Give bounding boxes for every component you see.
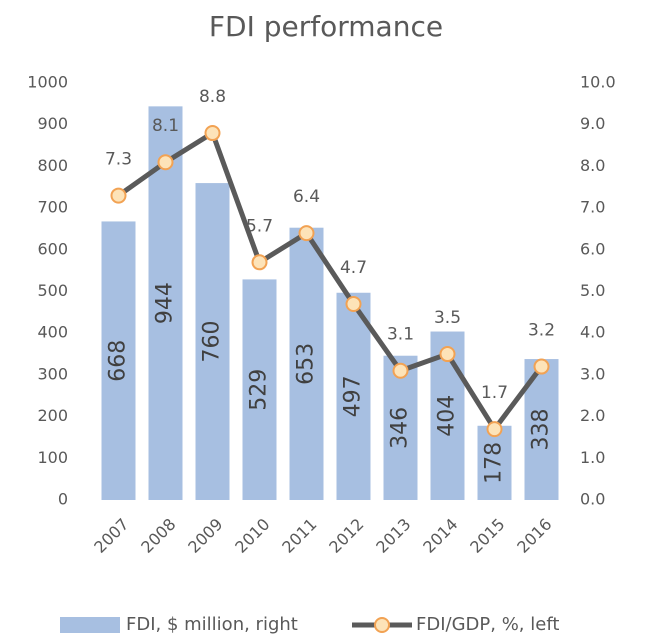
y-tick-label: 800 — [37, 156, 68, 175]
line-value-label: 3.2 — [528, 321, 555, 341]
bar — [336, 292, 371, 500]
legend-label: FDI/GDP, %, left — [416, 614, 559, 635]
x-tick-label: 2007 — [90, 515, 132, 557]
legend-marker — [374, 617, 390, 633]
bar-value-label: 497 — [341, 375, 366, 417]
line-value-label: 5.7 — [246, 216, 273, 236]
line-value-label: 3.1 — [387, 325, 414, 345]
y2-tick-label: 5.0 — [580, 281, 605, 300]
x-tick-label: 2012 — [325, 515, 367, 557]
y2-tick-label: 10.0 — [580, 73, 616, 92]
bar-value-label: 944 — [153, 282, 178, 324]
x-tick-label: 2016 — [513, 515, 555, 557]
x-tick-label: 2013 — [372, 515, 414, 557]
line-marker — [204, 125, 221, 142]
y-tick-label: 1000 — [27, 73, 68, 92]
y-tick-label: 900 — [37, 114, 68, 133]
y2-tick-label: 0.0 — [580, 490, 605, 509]
y2-tick-label: 2.0 — [580, 406, 605, 425]
y-tick-label: 400 — [37, 323, 68, 342]
bar-value-label: 668 — [106, 340, 131, 382]
y2-tick-label: 9.0 — [580, 114, 605, 133]
bar-value-label: 760 — [200, 321, 225, 363]
x-tick-label: 2015 — [466, 515, 508, 557]
y-tick-label: 300 — [37, 364, 68, 383]
bar — [383, 355, 418, 500]
y-tick-label: 700 — [37, 198, 68, 217]
y2-tick-label: 6.0 — [580, 239, 605, 258]
bar-value-label: 653 — [294, 343, 319, 385]
bar-value-label: 346 — [388, 407, 413, 449]
chart-title: FDI performance — [209, 10, 443, 43]
bar-value-label: 338 — [529, 409, 554, 451]
line-marker — [486, 421, 503, 438]
y2-tick-label: 3.0 — [580, 364, 605, 383]
y2-tick-label: 1.0 — [580, 448, 605, 467]
bar — [477, 425, 512, 500]
y2-tick-label: 7.0 — [580, 198, 605, 217]
bar — [195, 183, 230, 500]
line-marker — [392, 362, 409, 379]
line-marker — [439, 346, 456, 363]
bar-value-label: 178 — [482, 442, 507, 484]
y-tick-label: 500 — [37, 281, 68, 300]
x-tick-label: 2010 — [231, 515, 273, 557]
line-value-label: 8.8 — [199, 87, 226, 107]
y-tick-label: 100 — [37, 448, 68, 467]
legend-label: FDI, $ million, right — [126, 614, 298, 635]
bar-value-label: 529 — [247, 369, 272, 411]
x-tick-label: 2009 — [184, 515, 226, 557]
line-value-label: 8.1 — [152, 116, 179, 136]
line-value-label: 3.5 — [434, 308, 461, 328]
y2-tick-label: 4.0 — [580, 323, 605, 342]
y2-tick-label: 8.0 — [580, 156, 605, 175]
line-marker — [251, 254, 268, 271]
line-marker — [110, 187, 127, 204]
legend-swatch — [60, 617, 120, 633]
line-marker — [298, 225, 315, 242]
line-value-label: 1.7 — [481, 383, 508, 403]
line-marker — [345, 296, 362, 313]
line-value-label: 4.7 — [340, 258, 367, 278]
bar — [101, 221, 136, 500]
bar — [242, 279, 277, 500]
y-tick-label: 0 — [58, 490, 68, 509]
line-value-label: 6.4 — [293, 187, 320, 207]
x-tick-label: 2011 — [278, 515, 320, 557]
bar-value-label: 404 — [435, 395, 460, 437]
x-tick-label: 2014 — [419, 515, 461, 557]
line-value-label: 7.3 — [105, 150, 132, 170]
bar — [289, 227, 324, 500]
y-tick-label: 600 — [37, 239, 68, 258]
line — [117, 130, 544, 432]
x-tick-label: 2008 — [137, 515, 179, 557]
line-marker — [533, 358, 550, 375]
y-tick-label: 200 — [37, 406, 68, 425]
line-marker — [157, 154, 174, 171]
